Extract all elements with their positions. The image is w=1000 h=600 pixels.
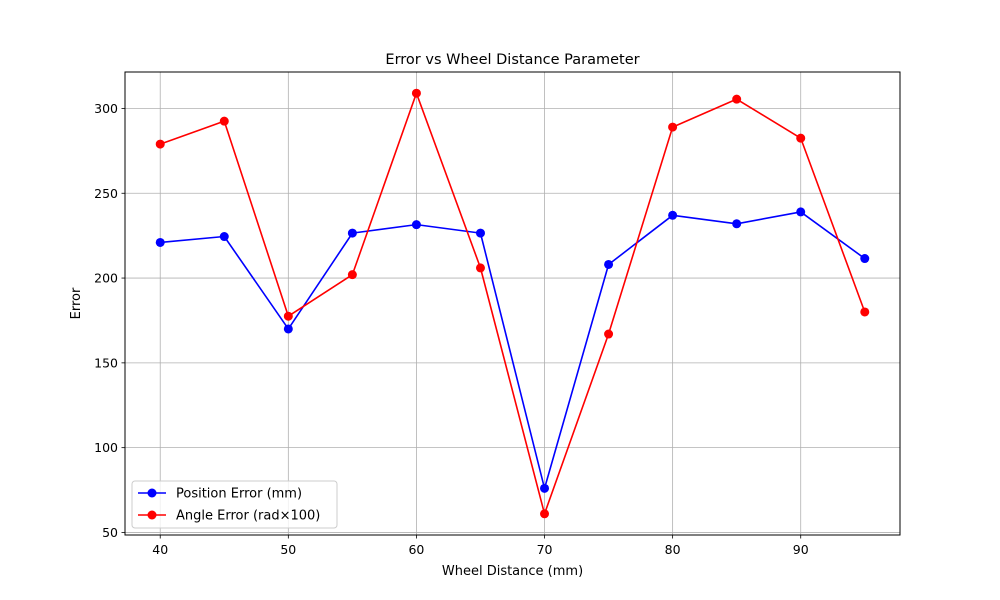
legend-label-angle-error: Angle Error (rad×100) [176,509,320,524]
chart-title: Error vs Wheel Distance Parameter [385,52,639,68]
y-tick-label: 200 [94,271,118,286]
x-tick-label: 50 [280,542,296,557]
plot-area-frame [124,71,901,536]
legend-label-position-error: Position Error (mm) [176,487,302,502]
x-tick-label: 40 [152,542,168,557]
y-axis-ticks: 50 100 150 200 250 300 [94,101,125,540]
data-point [347,228,357,238]
data-point [604,259,614,269]
data-point [283,311,293,321]
data-point [604,329,614,339]
data-point [796,133,806,143]
data-point [540,483,550,493]
x-tick-label: 60 [408,542,424,557]
y-axis-label: Error [69,287,84,319]
legend-box [131,480,338,529]
grid [125,72,900,535]
x-tick-label: 80 [665,542,681,557]
data-point [283,324,293,334]
data-point [411,220,421,230]
y-tick-label: 300 [94,101,118,116]
data-point [155,237,165,247]
data-point [219,232,229,242]
data-point [475,228,485,238]
legend-marker-position-error [147,488,157,498]
y-tick-label: 50 [102,525,118,540]
series-line-0 [160,211,866,490]
data-point [796,207,806,217]
legend: Position Error (mm) Angle Error (rad×100… [131,480,338,529]
x-tick-label: 90 [793,542,809,557]
x-axis-label: Wheel Distance (mm) [442,564,583,579]
series-layer [155,88,870,519]
data-point [668,122,678,132]
data-point [860,307,870,317]
data-point [732,219,742,229]
data-point [732,94,742,104]
data-point [155,139,165,149]
y-tick-label: 100 [94,440,118,455]
x-axis-ticks: 40 50 60 70 80 90 [152,535,809,557]
data-point [860,254,870,264]
data-point [347,270,357,280]
series-line-1 [159,92,866,515]
data-point [540,509,550,519]
data-point [411,88,421,98]
data-point [219,116,229,126]
legend-marker-angle-error [147,510,157,520]
data-point [668,210,678,220]
data-point [475,263,485,273]
y-tick-label: 150 [94,355,118,370]
y-tick-label: 250 [94,186,118,201]
x-tick-label: 70 [537,542,553,557]
